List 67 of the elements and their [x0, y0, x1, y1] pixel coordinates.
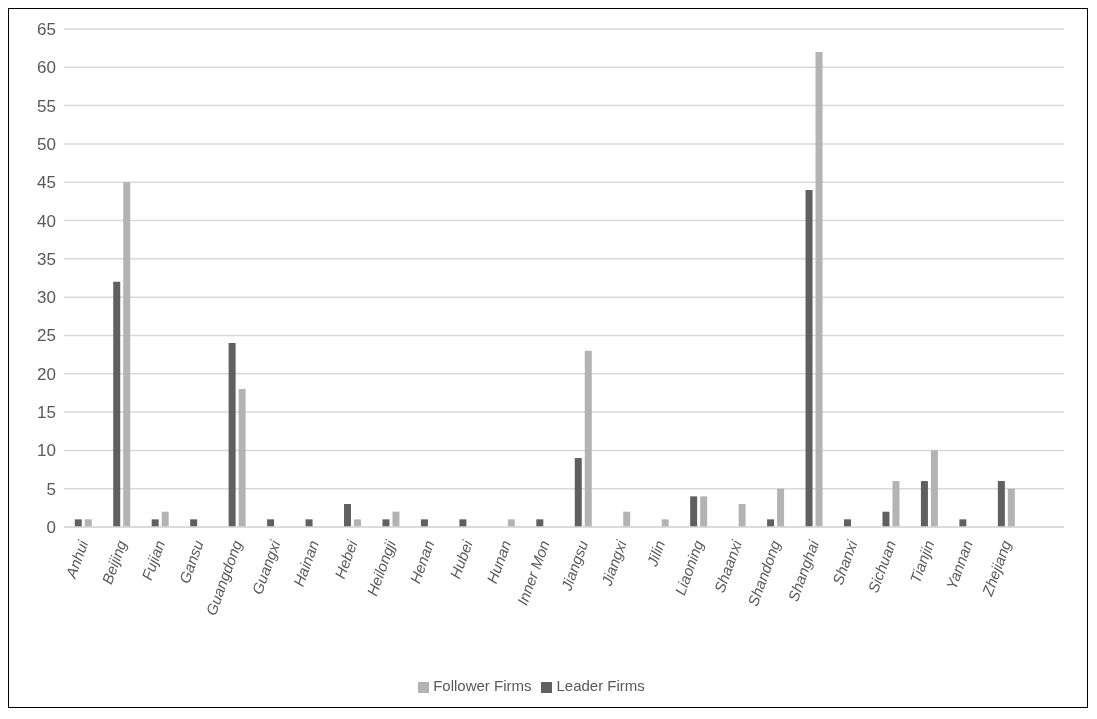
legend-label: Leader Firms	[556, 677, 645, 694]
bar	[267, 519, 275, 527]
y-tick-label: 25	[37, 326, 56, 346]
bar	[767, 519, 775, 527]
x-tick-label: Hunan	[483, 538, 515, 586]
bar	[238, 389, 246, 527]
bar	[882, 511, 890, 527]
bar	[228, 343, 236, 527]
x-tick-label: Inner Mon	[513, 538, 553, 608]
bar	[892, 481, 900, 527]
bar	[392, 511, 400, 527]
y-tick-label: 5	[46, 479, 56, 499]
x-tick-label: Henan	[406, 538, 438, 586]
x-tick-label: Hubei	[446, 537, 477, 581]
y-tick-label: 50	[37, 134, 56, 154]
bar	[844, 519, 851, 527]
bar	[459, 519, 467, 527]
bar	[305, 519, 313, 527]
bar	[1007, 488, 1015, 527]
y-tick-label: 20	[37, 364, 56, 384]
bar	[690, 496, 698, 527]
bar	[738, 504, 746, 527]
bar	[815, 51, 823, 527]
y-tick-label: 60	[37, 58, 56, 78]
bar	[382, 519, 390, 527]
y-tick-label: 40	[37, 211, 56, 231]
bar	[536, 519, 544, 527]
bar	[344, 504, 351, 527]
x-tick-label: Shanxi	[828, 537, 861, 588]
bar	[777, 488, 785, 527]
y-tick-label: 35	[37, 249, 56, 269]
bar	[805, 189, 813, 527]
bar	[959, 519, 967, 527]
legend-label: Follower Firms	[433, 677, 532, 694]
bar	[584, 350, 592, 527]
bar	[74, 519, 82, 527]
y-tick-label: 30	[37, 288, 56, 308]
x-tick-label: Anhui	[61, 537, 92, 581]
y-tick-label: 65	[37, 20, 56, 40]
bar	[84, 519, 92, 527]
bar	[997, 481, 1005, 527]
bar	[151, 519, 159, 527]
bar	[623, 511, 631, 527]
bar	[113, 281, 121, 527]
x-tick-label: Hebei	[331, 537, 361, 581]
x-tick-label: Jiangxi	[597, 537, 630, 589]
bar	[661, 519, 669, 527]
bar	[123, 182, 131, 527]
bar	[420, 519, 428, 527]
bar	[574, 458, 582, 527]
x-tick-label: Jilin	[642, 538, 669, 570]
y-tick-label: 15	[37, 403, 56, 423]
bar	[354, 519, 361, 527]
x-tick-label: Hainan	[289, 538, 322, 589]
y-tick-label: 0	[46, 518, 56, 538]
x-tick-label: Fujian	[138, 538, 169, 583]
bar	[161, 511, 169, 527]
y-tick-label: 45	[37, 173, 56, 193]
x-tick-label: Tianjin	[906, 538, 938, 586]
bar	[930, 450, 938, 527]
bar	[507, 519, 515, 527]
x-tick-label: Gansu	[175, 537, 207, 586]
y-tick-label: 10	[37, 441, 56, 461]
bar	[700, 496, 708, 527]
bar	[190, 519, 198, 527]
bar	[920, 481, 928, 527]
y-tick-label: 55	[37, 96, 56, 116]
